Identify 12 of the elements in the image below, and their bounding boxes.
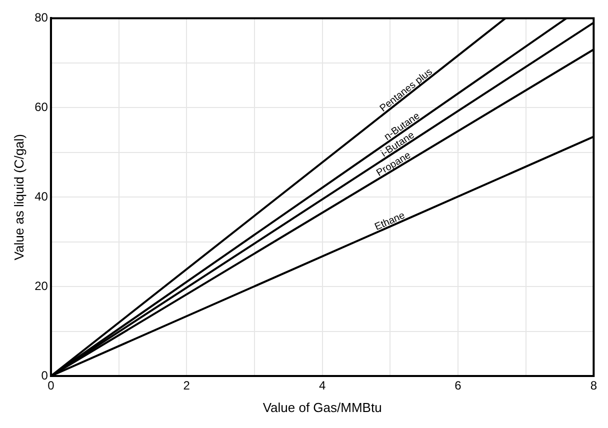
- x-tick-label: 6: [454, 378, 462, 393]
- y-tick-label: 40: [34, 189, 48, 204]
- y-axis-title: Value as liquid (C/gal): [11, 134, 26, 260]
- y-tick-label: 0: [41, 368, 48, 382]
- text: Ethane: [373, 210, 408, 234]
- y-tick-label: 80: [34, 10, 48, 25]
- x-axis-title: Value of Gas/MMBtu: [262, 400, 382, 415]
- x-tick-label: 4: [318, 378, 326, 393]
- x-tick-label: 2: [183, 378, 190, 393]
- x-tick-label: 8: [590, 378, 598, 393]
- y-tick-label: 20: [34, 278, 48, 293]
- y-tick-label: 60: [34, 100, 48, 114]
